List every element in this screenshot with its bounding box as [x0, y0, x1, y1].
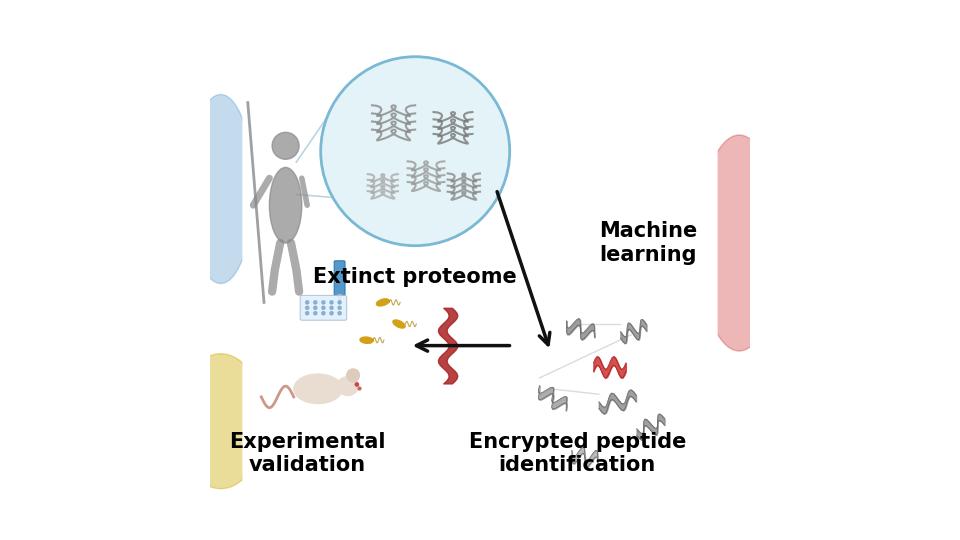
Circle shape	[305, 312, 309, 315]
Ellipse shape	[376, 299, 390, 306]
Circle shape	[338, 306, 341, 309]
Circle shape	[330, 312, 333, 315]
Ellipse shape	[294, 374, 343, 403]
FancyBboxPatch shape	[242, 5, 718, 540]
Ellipse shape	[699, 135, 780, 351]
Text: Experimental
validation: Experimental validation	[228, 432, 386, 475]
Circle shape	[322, 301, 325, 304]
Ellipse shape	[178, 354, 264, 489]
Circle shape	[355, 383, 358, 386]
Circle shape	[305, 301, 309, 304]
Text: Encrypted peptide
identification: Encrypted peptide identification	[468, 432, 685, 475]
Circle shape	[314, 306, 317, 309]
Circle shape	[322, 306, 325, 309]
Circle shape	[314, 301, 317, 304]
Circle shape	[338, 312, 341, 315]
Circle shape	[330, 306, 333, 309]
Ellipse shape	[270, 167, 301, 243]
Ellipse shape	[360, 337, 373, 343]
Circle shape	[338, 301, 341, 304]
Text: Extinct proteome: Extinct proteome	[313, 267, 517, 287]
Circle shape	[272, 132, 300, 159]
Circle shape	[322, 312, 325, 315]
Ellipse shape	[337, 377, 358, 395]
Polygon shape	[338, 294, 342, 303]
FancyBboxPatch shape	[300, 295, 347, 320]
Circle shape	[321, 57, 510, 246]
FancyBboxPatch shape	[334, 261, 345, 295]
Circle shape	[305, 306, 309, 309]
Text: Machine
learning: Machine learning	[599, 221, 697, 265]
Ellipse shape	[188, 94, 253, 284]
Circle shape	[314, 312, 317, 315]
Ellipse shape	[393, 320, 405, 328]
Circle shape	[347, 369, 360, 382]
Circle shape	[330, 301, 333, 304]
